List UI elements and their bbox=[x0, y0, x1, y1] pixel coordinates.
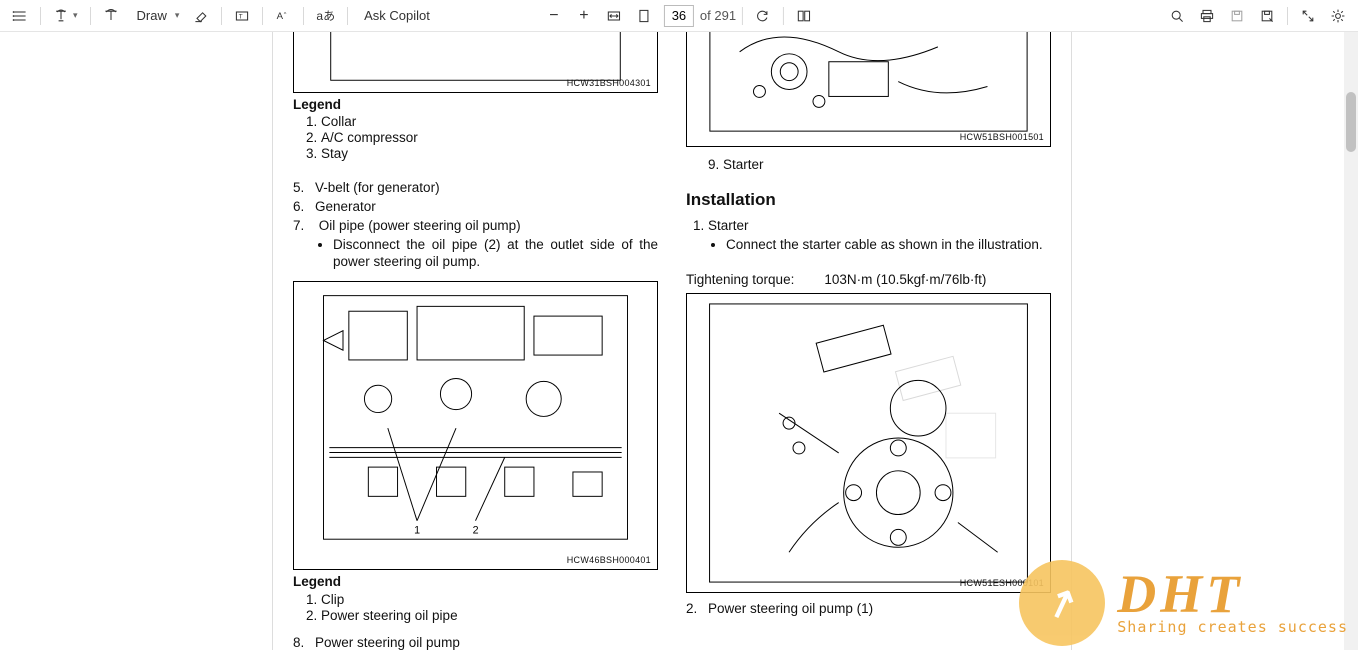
contents-icon[interactable] bbox=[6, 3, 34, 29]
left-column: HCW31BSH004301 Legend Collar A/C compres… bbox=[293, 32, 658, 650]
chevron-down-icon: ▾ bbox=[73, 10, 78, 21]
figure-code: HCW31BSH004301 bbox=[567, 78, 651, 88]
toolbar-separator bbox=[303, 7, 304, 25]
scrollbar-thumb[interactable] bbox=[1346, 92, 1356, 152]
right-step-2: Power steering oil pump (1) bbox=[708, 601, 1051, 616]
svg-text:2: 2 bbox=[473, 524, 479, 536]
right-step-2-list: Power steering oil pump (1) bbox=[686, 593, 1051, 616]
rotate-icon[interactable] bbox=[749, 3, 777, 29]
step-7-text: Oil pipe (power steering oil pump) bbox=[319, 218, 521, 233]
legend-item: A/C compressor bbox=[321, 130, 658, 146]
legend-2-list: Clip Power steering oil pipe bbox=[321, 591, 658, 623]
install-step-1-sub: Connect the starter cable as shown in th… bbox=[726, 237, 1051, 254]
svg-text:^: ^ bbox=[284, 12, 287, 18]
page-total-label: of 291 bbox=[700, 8, 736, 23]
torque-label: Tightening torque: bbox=[686, 272, 794, 287]
legend-item: Power steering oil pipe bbox=[321, 607, 658, 623]
figure-1-right: HCW51BSH001501 bbox=[686, 32, 1051, 147]
legend-item: Collar bbox=[321, 114, 658, 130]
step-7-sub: Disconnect the oil pipe (2) at the outle… bbox=[333, 237, 658, 271]
toolbar-right bbox=[1163, 3, 1352, 29]
installation-heading: Installation bbox=[686, 190, 1051, 210]
svg-text:1: 1 bbox=[414, 524, 420, 536]
save-icon[interactable] bbox=[1223, 3, 1251, 29]
page-view-icon[interactable] bbox=[790, 3, 818, 29]
toolbar-separator bbox=[221, 7, 222, 25]
toolbar-separator bbox=[1287, 7, 1288, 25]
print-icon[interactable] bbox=[1193, 3, 1221, 29]
draw-label: Draw bbox=[133, 8, 171, 23]
step-8: Power steering oil pump bbox=[315, 635, 658, 650]
step-7: Oil pipe (power steering oil pump) Disco… bbox=[315, 218, 658, 271]
install-step-1: Starter Connect the starter cable as sho… bbox=[708, 218, 1051, 254]
install-step-1-text: Starter bbox=[708, 218, 749, 233]
svg-text:T: T bbox=[239, 13, 243, 20]
step-6: Generator bbox=[315, 199, 658, 214]
figure-code: HCW51ESH000101 bbox=[960, 578, 1044, 588]
toolbar-separator bbox=[90, 7, 91, 25]
save-as-icon[interactable] bbox=[1253, 3, 1281, 29]
text-style-icon[interactable]: A^ bbox=[269, 3, 297, 29]
figure-2-right: HCW51ESH000101 bbox=[686, 293, 1051, 593]
toolbar-separator bbox=[783, 7, 784, 25]
chevron-down-icon: ▾ bbox=[175, 10, 180, 21]
draw-button[interactable]: Draw ▾ bbox=[127, 3, 186, 29]
right-column: HCW51BSH001501 Starter Installation Star… bbox=[686, 32, 1051, 650]
torque-value: 103N·m (10.5kgf·m/76lb·ft) bbox=[824, 272, 986, 287]
figure-2-left: 1 2 HCW46BSH000401 bbox=[293, 281, 658, 570]
textbox-icon[interactable]: T bbox=[228, 3, 256, 29]
figure-code: HCW46BSH000401 bbox=[567, 555, 651, 565]
legend-item: Stay bbox=[321, 146, 658, 162]
page-number-input[interactable] bbox=[664, 5, 694, 27]
pdf-viewer-app: ▾ Draw ▾ T A^ aあ bbox=[0, 0, 1358, 650]
toolbar-separator bbox=[262, 7, 263, 25]
steps-5-7: V-belt (for generator) Generator Oil pip… bbox=[293, 176, 658, 271]
settings-icon[interactable] bbox=[1324, 3, 1352, 29]
legend-item: Clip bbox=[321, 591, 658, 607]
toolbar-separator bbox=[40, 7, 41, 25]
svg-text:A: A bbox=[277, 11, 284, 22]
zoom-out-icon[interactable]: − bbox=[540, 3, 568, 29]
toolbar-separator bbox=[347, 7, 348, 25]
toolbar: ▾ Draw ▾ T A^ aあ bbox=[0, 0, 1358, 32]
translate-icon[interactable]: aあ bbox=[310, 3, 341, 29]
legend-1-list: Collar A/C compressor Stay bbox=[321, 114, 658, 162]
step-9: Starter bbox=[708, 157, 1051, 172]
figure-code: HCW51BSH001501 bbox=[960, 132, 1044, 142]
document-viewport[interactable]: HCW31BSH004301 Legend Collar A/C compres… bbox=[0, 32, 1344, 650]
ask-copilot-button[interactable]: Ask Copilot bbox=[354, 3, 440, 29]
zoom-in-icon[interactable]: + bbox=[570, 3, 598, 29]
fit-width-icon[interactable] bbox=[600, 3, 628, 29]
installation-steps: Starter Connect the starter cable as sho… bbox=[708, 214, 1051, 254]
torque-row: Tightening torque: 103N·m (10.5kgf·m/76l… bbox=[686, 272, 1051, 287]
fit-page-icon[interactable] bbox=[630, 3, 658, 29]
search-icon[interactable] bbox=[1163, 3, 1191, 29]
page: HCW31BSH004301 Legend Collar A/C compres… bbox=[272, 32, 1072, 650]
ask-copilot-label: Ask Copilot bbox=[360, 8, 434, 23]
erase-icon[interactable] bbox=[187, 3, 215, 29]
toolbar-center: − + of 291 bbox=[540, 3, 818, 29]
step-8-list: Power steering oil pump bbox=[293, 623, 658, 650]
toolbar-separator bbox=[742, 7, 743, 25]
legend-title: Legend bbox=[293, 97, 658, 112]
legend-title: Legend bbox=[293, 574, 658, 589]
vertical-scrollbar[interactable] bbox=[1344, 32, 1358, 650]
toolbar-left: ▾ Draw ▾ T A^ aあ bbox=[6, 3, 440, 29]
highlight-icon[interactable]: ▾ bbox=[47, 3, 84, 29]
draw-icon[interactable] bbox=[97, 3, 125, 29]
step-5: V-belt (for generator) bbox=[315, 180, 658, 195]
figure-1-left: HCW31BSH004301 bbox=[293, 32, 658, 93]
fullscreen-icon[interactable] bbox=[1294, 3, 1322, 29]
step-9-list: Starter bbox=[708, 153, 1051, 172]
